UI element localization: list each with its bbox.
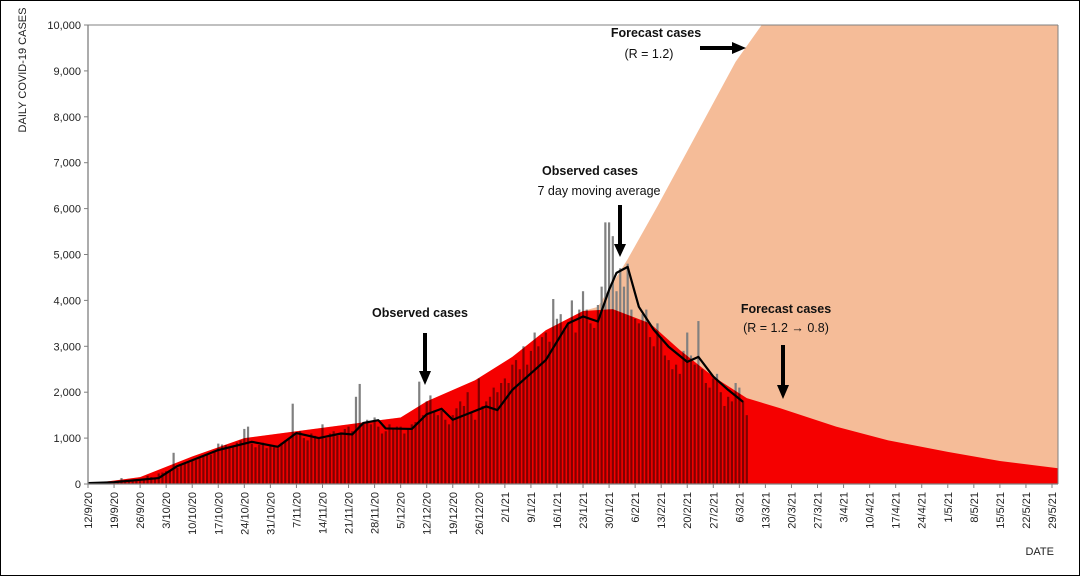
x-tick-label: 14/11/20 xyxy=(317,492,329,534)
x-tick-label: 5/12/20 xyxy=(396,492,408,529)
y-tick-label: 3,000 xyxy=(53,341,81,353)
x-tick-label: 8/5/21 xyxy=(969,492,981,523)
annotation-moving-average: Observed cases 7 day moving average xyxy=(538,164,661,257)
x-tick-label: 27/2/21 xyxy=(708,492,720,529)
arrow-down-icon xyxy=(777,345,789,399)
y-tick-label: 2,000 xyxy=(53,387,81,399)
x-tick-label: 10/10/20 xyxy=(187,492,199,535)
arrow-down-icon xyxy=(419,333,431,385)
x-tick-label: 23/1/21 xyxy=(578,492,590,529)
y-tick-label: 10,000 xyxy=(47,20,81,32)
x-tick-label: 12/9/20 xyxy=(83,492,95,529)
y-tick-label: 7,000 xyxy=(53,158,81,170)
x-tick-label: 30/1/21 xyxy=(604,492,616,529)
forecast-area-r-1-2 xyxy=(88,25,1058,484)
x-tick-label: 19/12/20 xyxy=(448,492,460,535)
y-tick-label: 6,000 xyxy=(53,204,81,216)
x-tick-label: 2/1/21 xyxy=(500,492,512,523)
x-tick-label: 20/3/21 xyxy=(786,492,798,529)
x-tick-label: 22/5/21 xyxy=(1021,492,1033,529)
y-axis-label: DAILY COVID-19 CASES xyxy=(17,8,29,133)
annotation-title: Observed cases xyxy=(542,164,638,178)
x-tick-label: 17/10/20 xyxy=(213,492,225,535)
forecast-area-r-1-2-to-0-8 xyxy=(88,309,1058,484)
x-tick-label: 13/2/21 xyxy=(656,492,668,529)
x-tick-label: 26/12/20 xyxy=(474,492,486,535)
x-tick-label: 7/11/20 xyxy=(291,492,303,528)
x-tick-label: 10/4/21 xyxy=(865,492,877,529)
annotation-title: Observed cases xyxy=(372,306,468,320)
x-tick-label: 28/11/20 xyxy=(370,492,382,534)
x-tick-label: 29/5/21 xyxy=(1047,492,1059,529)
x-axis-label: DATE xyxy=(1025,546,1054,558)
x-tick-label: 24/4/21 xyxy=(917,492,929,529)
arrow-right-icon xyxy=(700,42,746,54)
x-tick-label: 3/4/21 xyxy=(839,492,851,523)
y-tick-label: 1,000 xyxy=(53,433,81,445)
x-tick-label: 6/3/21 xyxy=(734,492,746,523)
x-tick-label: 24/10/20 xyxy=(239,492,251,535)
x-tick-label: 16/1/21 xyxy=(552,492,564,529)
annotation-title: Forecast cases xyxy=(611,26,701,40)
arrow-down-icon xyxy=(614,205,626,257)
annotation-forecast-low: Forecast cases (R = 1.2 → 0.8) xyxy=(741,302,831,399)
annotation-subtitle: (R = 1.2 → 0.8) xyxy=(743,321,829,335)
x-tick-label: 13/3/21 xyxy=(760,492,772,529)
x-tick-label: 26/9/20 xyxy=(135,492,147,529)
annotation-observed: Observed cases xyxy=(372,306,468,385)
x-tick-label: 21/11/20 xyxy=(344,492,356,534)
x-tick-label: 12/12/20 xyxy=(422,492,434,535)
annotation-subtitle: (R = 1.2) xyxy=(625,47,674,61)
x-tick-label: 20/2/21 xyxy=(682,492,694,529)
y-tick-label: 9,000 xyxy=(53,66,81,78)
x-tick-label: 17/4/21 xyxy=(891,492,903,529)
x-tick-label: 27/3/21 xyxy=(813,492,825,529)
annotation-subtitle: 7 day moving average xyxy=(538,184,661,198)
annotation-forecast-high: Forecast cases (R = 1.2) xyxy=(611,26,746,61)
y-tick-label: 0 xyxy=(75,479,81,491)
y-tick-label: 4,000 xyxy=(53,295,81,307)
x-tick-label: 9/1/21 xyxy=(526,492,538,523)
moving-average-line xyxy=(88,265,744,484)
y-tick-label: 5,000 xyxy=(53,250,81,262)
y-tick-label: 8,000 xyxy=(53,112,81,124)
x-tick-label: 15/5/21 xyxy=(995,492,1007,529)
x-tick-label: 1/5/21 xyxy=(943,492,955,523)
x-tick-label: 31/10/20 xyxy=(265,492,277,535)
x-tick-label: 3/10/20 xyxy=(161,492,173,529)
x-tick-label: 19/9/20 xyxy=(109,492,121,529)
x-tick-label: 6/2/21 xyxy=(630,492,642,523)
annotation-title: Forecast cases xyxy=(741,302,831,316)
